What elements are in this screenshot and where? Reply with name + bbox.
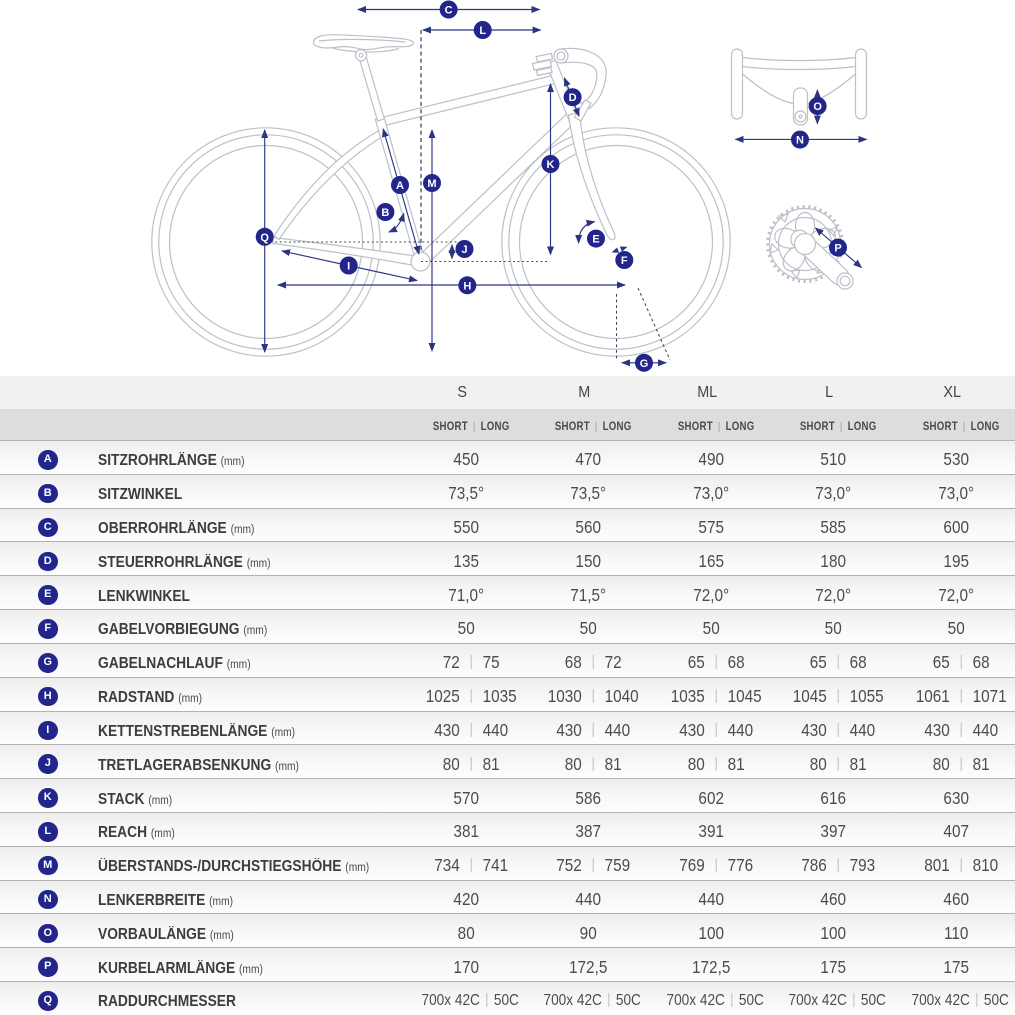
svg-text:G: G [640, 358, 649, 370]
svg-text:M: M [427, 178, 436, 190]
svg-text:L: L [479, 25, 486, 37]
svg-text:D: D [569, 92, 577, 104]
svg-text:P: P [834, 243, 841, 255]
svg-text:E: E [592, 234, 599, 246]
svg-text:H: H [463, 280, 471, 292]
svg-text:Q: Q [260, 232, 269, 244]
svg-text:K: K [547, 159, 555, 171]
svg-text:O: O [813, 101, 822, 113]
svg-text:A: A [396, 180, 404, 192]
svg-text:F: F [621, 255, 628, 267]
svg-text:N: N [796, 135, 804, 147]
svg-text:C: C [445, 5, 453, 17]
svg-text:B: B [381, 207, 389, 219]
svg-text:J: J [461, 244, 467, 256]
svg-text:I: I [347, 261, 350, 273]
